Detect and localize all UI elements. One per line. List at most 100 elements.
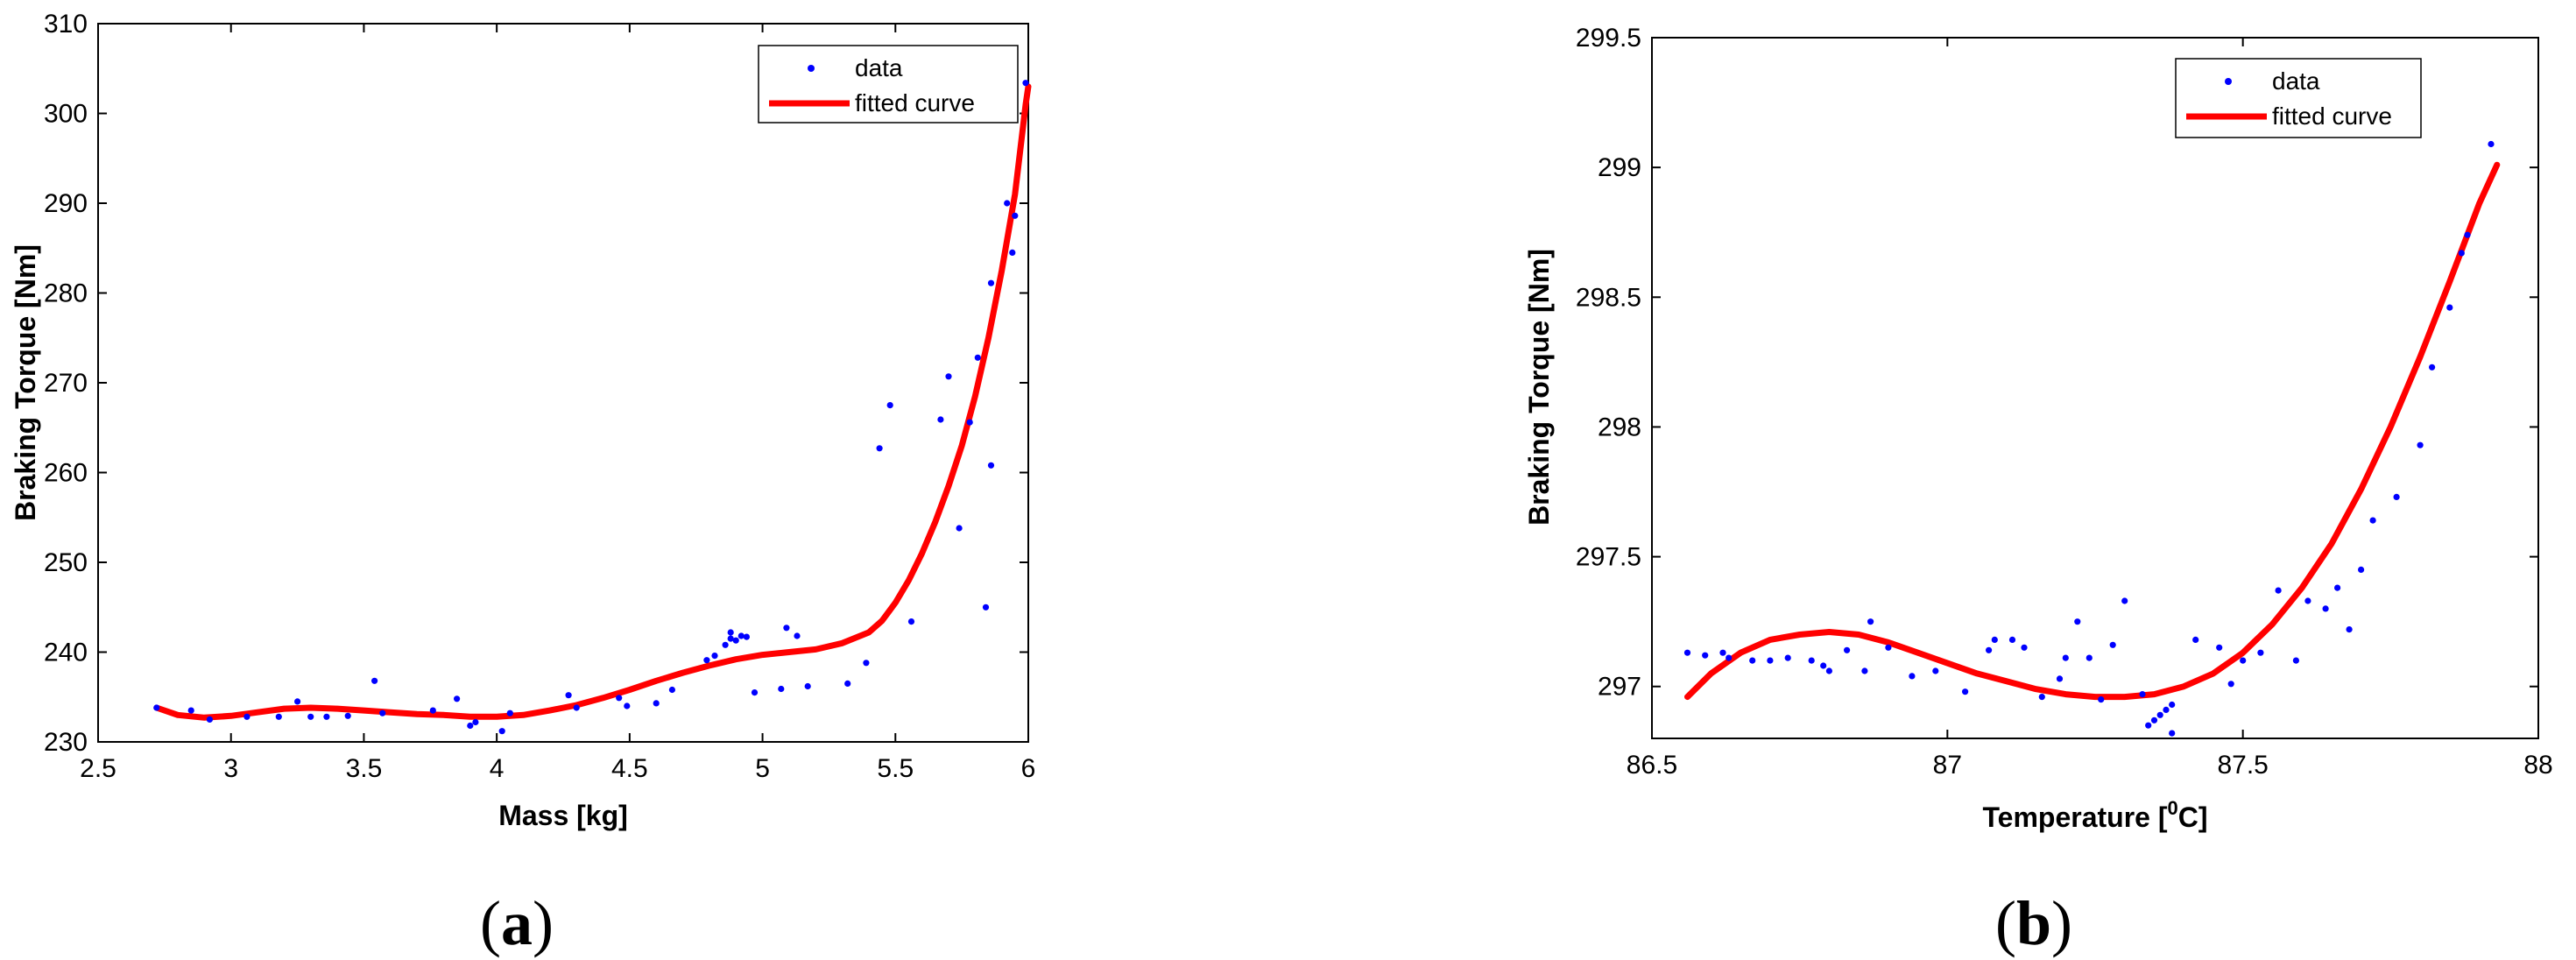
chart-b-x-tick-label: 88 <box>2523 751 2552 780</box>
chart-b-data-point <box>2488 140 2495 148</box>
chart-a-data-point <box>711 653 718 660</box>
chart-a-data-point <box>616 695 623 702</box>
chart-b-data-point <box>1844 646 1851 653</box>
chart-a-data-point <box>573 704 580 711</box>
chart-b-y-tick-label: 299 <box>1598 153 1641 182</box>
chart-b-data-point <box>2429 364 2436 371</box>
chart-b-data-point <box>2056 675 2064 682</box>
chart-b-legend: data fitted curve <box>2175 58 2422 138</box>
chart-a-data-point <box>982 604 990 611</box>
chart-b-data-point <box>1932 667 1939 674</box>
chart-b-data-point <box>2322 605 2329 612</box>
chart-a-data-point <box>907 618 915 625</box>
chart-b-data-point <box>1825 667 1832 674</box>
chart-b-legend-data-marker <box>2225 78 2232 85</box>
chart-b-data-point <box>2086 654 2093 661</box>
chart-a-data-point <box>863 660 870 667</box>
chart-a-data-point <box>1009 249 1016 256</box>
chart-a-data-point <box>275 713 282 720</box>
chart-a-data-point <box>732 637 739 644</box>
chart-a-data-point <box>1004 200 1011 207</box>
chart-a-data-point <box>379 709 386 716</box>
chart-a-y-tick-label: 280 <box>44 279 88 308</box>
chart-a-data-point <box>344 712 351 719</box>
chart-a-data-point <box>804 682 811 690</box>
chart-a-data-point <box>966 419 973 426</box>
chart-a-data-point <box>243 713 251 720</box>
chart-a-data-point <box>624 702 631 709</box>
chart-b-data-point <box>2145 722 2152 729</box>
chart-b-data-point <box>2464 231 2471 238</box>
chart-b-panel-label-close-paren: ) <box>2051 888 2072 958</box>
chart-b-data-point <box>2109 641 2116 648</box>
chart-b-fitted-curve-line <box>1684 161 2501 701</box>
chart-a-data-point <box>783 625 790 632</box>
chart-b-data-point <box>2304 597 2311 604</box>
chart-b: 86.5 87 87.5 88 297 297.5 298 298.5 299 299.5 dat… <box>1523 24 2553 958</box>
chart-b-data-point <box>1702 652 1709 659</box>
chart-a-x-tick-label: 4 <box>490 754 505 783</box>
chart-b-legend-data-label: data <box>2272 67 2320 95</box>
chart-b-data-point <box>2227 681 2234 688</box>
chart-b-x-axis-label-superscript: 0 <box>2168 797 2178 819</box>
chart-b-data-point <box>1885 644 1892 651</box>
chart-a-legend-box <box>758 45 1019 124</box>
chart-b-data-point <box>1861 667 1868 674</box>
chart-b-data-point <box>2275 587 2282 594</box>
chart-b-data-point <box>1719 649 1726 656</box>
chart-a-x-tick-label: 6 <box>1021 754 1036 783</box>
chart-b-data-point <box>2417 441 2424 448</box>
chart-a-data-point <box>886 402 893 409</box>
chart-b-y-tick-label: 297 <box>1598 673 1641 702</box>
chart-b-data-point <box>1784 654 1791 661</box>
chart-a-x-tick-label: 2.5 <box>80 754 116 783</box>
chart-b-data-point <box>2163 706 2170 714</box>
chart-a-legend-data-label: data <box>855 54 903 81</box>
chart-a-ticks: 2.5 3 3.5 4 4.5 5 5.5 6 230 240 250 260 270 280 290 300… <box>44 10 1035 783</box>
chart-a-y-tick-label: 230 <box>44 728 88 757</box>
chart-a-panel-label-open-paren: ( <box>480 888 501 958</box>
chart-a-legend-curve-label: fitted curve <box>855 89 975 116</box>
chart-a-data-point <box>727 635 734 642</box>
chart-a-data-point <box>1022 80 1029 87</box>
chart-a-data-point <box>987 462 995 469</box>
chart-b-y-axis-label: Braking Torque [Nm] <box>1523 249 1555 526</box>
chart-a-x-tick-label: 4.5 <box>611 754 648 783</box>
chart-a-y-axis-label: Braking Torque [Nm] <box>10 244 41 521</box>
chart-a-data-point <box>206 716 213 724</box>
chart-a-data-point <box>974 354 981 361</box>
chart-a: 2.5 3 3.5 4 4.5 5 5.5 6 230 240 250 260 270 280 290 300… <box>10 10 1035 958</box>
chart-b-data-point <box>2121 597 2128 604</box>
chart-a-data-point <box>738 632 745 639</box>
chart-a-data-point <box>187 707 194 714</box>
chart-b-data-point <box>2038 694 2045 701</box>
chart-a-data-point <box>565 692 572 699</box>
chart-b-data-point <box>2156 711 2163 718</box>
chart-b-data-point <box>2062 654 2069 661</box>
chart-b-ticks: 86.5 87 87.5 88 297 297.5 298 298.5 299 299.5 <box>1576 24 2553 780</box>
chart-b-plot-area <box>1651 37 2539 739</box>
chart-b-data-point <box>1986 646 1993 653</box>
chart-b-data-series <box>1683 140 2495 737</box>
chart-b-data-point <box>2346 626 2353 633</box>
chart-a-data-point <box>945 373 952 380</box>
chart-a-data-point <box>743 633 751 640</box>
chart-a-legend-data-marker <box>808 65 815 72</box>
chart-b-data-point <box>1867 618 1874 625</box>
chart-a-legend: data fitted curve <box>758 45 1019 124</box>
chart-b-legend-curve-label: fitted curve <box>2272 102 2392 130</box>
chart-a-x-axis-label: Mass [kg] <box>498 800 628 831</box>
chart-a-x-tick-label: 5.5 <box>877 754 914 783</box>
chart-a-panel-label-letter: a <box>501 888 533 958</box>
chart-a-y-tick-label: 240 <box>44 639 88 667</box>
chart-b-data-point <box>2074 618 2081 625</box>
chart-b-panel-label-open-paren: ( <box>1995 888 2016 958</box>
chart-a-y-tick-label: 250 <box>44 548 88 577</box>
chart-a-panel-label: (a) <box>480 888 554 958</box>
chart-a-y-tick-label: 290 <box>44 189 88 218</box>
chart-b-data-point <box>1767 657 1774 664</box>
chart-b-data-point <box>2008 636 2016 644</box>
chart-a-data-point <box>1012 212 1019 219</box>
chart-b-data-point <box>2393 493 2400 501</box>
chart-a-data-point <box>722 641 729 648</box>
